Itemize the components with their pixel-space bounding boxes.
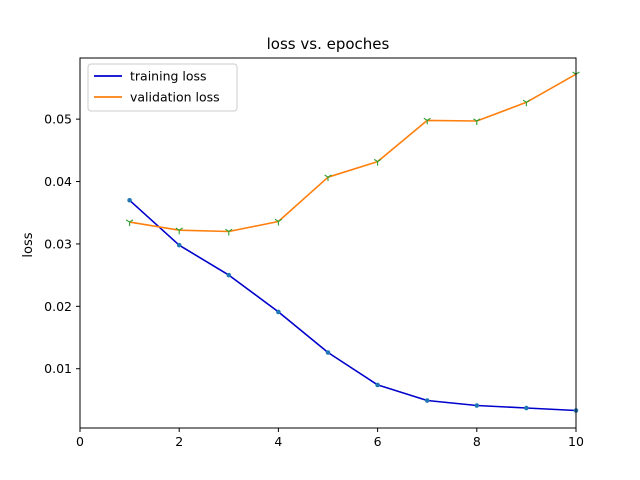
- data-point-1-1: [175, 227, 183, 235]
- y-tick-label-4: 0.05: [44, 112, 72, 127]
- data-point-1-6: [423, 117, 431, 125]
- y-tick-label-0: 0.01: [44, 361, 72, 376]
- x-tick-label-1: 2: [175, 434, 183, 449]
- x-tick-label-5: 10: [568, 434, 584, 449]
- y-tick-label-1: 0.02: [44, 299, 72, 314]
- data-point-1-7: [473, 118, 481, 126]
- data-point-0-0: [127, 197, 132, 203]
- axes-frame: 0 2 4 6 8 10 0.01 0.02 0.03 0.04 0.05: [44, 57, 584, 449]
- data-point-0-2: [226, 272, 232, 278]
- y-axis-label: loss: [21, 232, 36, 257]
- data-point-0-8: [524, 405, 529, 411]
- data-point-0-4: [325, 350, 331, 355]
- series-line-1: [129, 73, 577, 233]
- data-point-0-6: [424, 398, 430, 403]
- legend: training loss validation loss: [87, 63, 238, 112]
- data-point-1-5: [373, 158, 382, 166]
- x-tick-label-0: 0: [76, 434, 84, 449]
- data-point-1-2: [225, 228, 233, 236]
- axes-border: [79, 57, 577, 429]
- legend-label-1: validation loss: [130, 90, 220, 105]
- data-point-0-5: [375, 382, 380, 388]
- legend-label-0: training loss: [130, 69, 207, 84]
- data-point-0-7: [474, 403, 480, 408]
- data-point-1-0: [125, 219, 134, 227]
- data-point-0-3: [276, 309, 281, 315]
- data-point-0-1: [176, 242, 182, 248]
- chart-title: loss vs. epoches: [267, 35, 390, 53]
- data-point-1-8: [522, 99, 531, 107]
- data-point-1-3: [274, 218, 283, 226]
- series-line-0: [129, 199, 577, 412]
- x-tick-label-4: 8: [473, 434, 481, 449]
- x-tick-label-3: 6: [374, 434, 382, 449]
- legend-box: [87, 63, 238, 112]
- x-tick-label-2: 4: [274, 434, 282, 449]
- data-point-1-4: [324, 174, 332, 182]
- plot-area: [125, 71, 580, 413]
- y-tick-label-3: 0.04: [44, 174, 72, 189]
- y-tick-label-2: 0.03: [44, 236, 72, 251]
